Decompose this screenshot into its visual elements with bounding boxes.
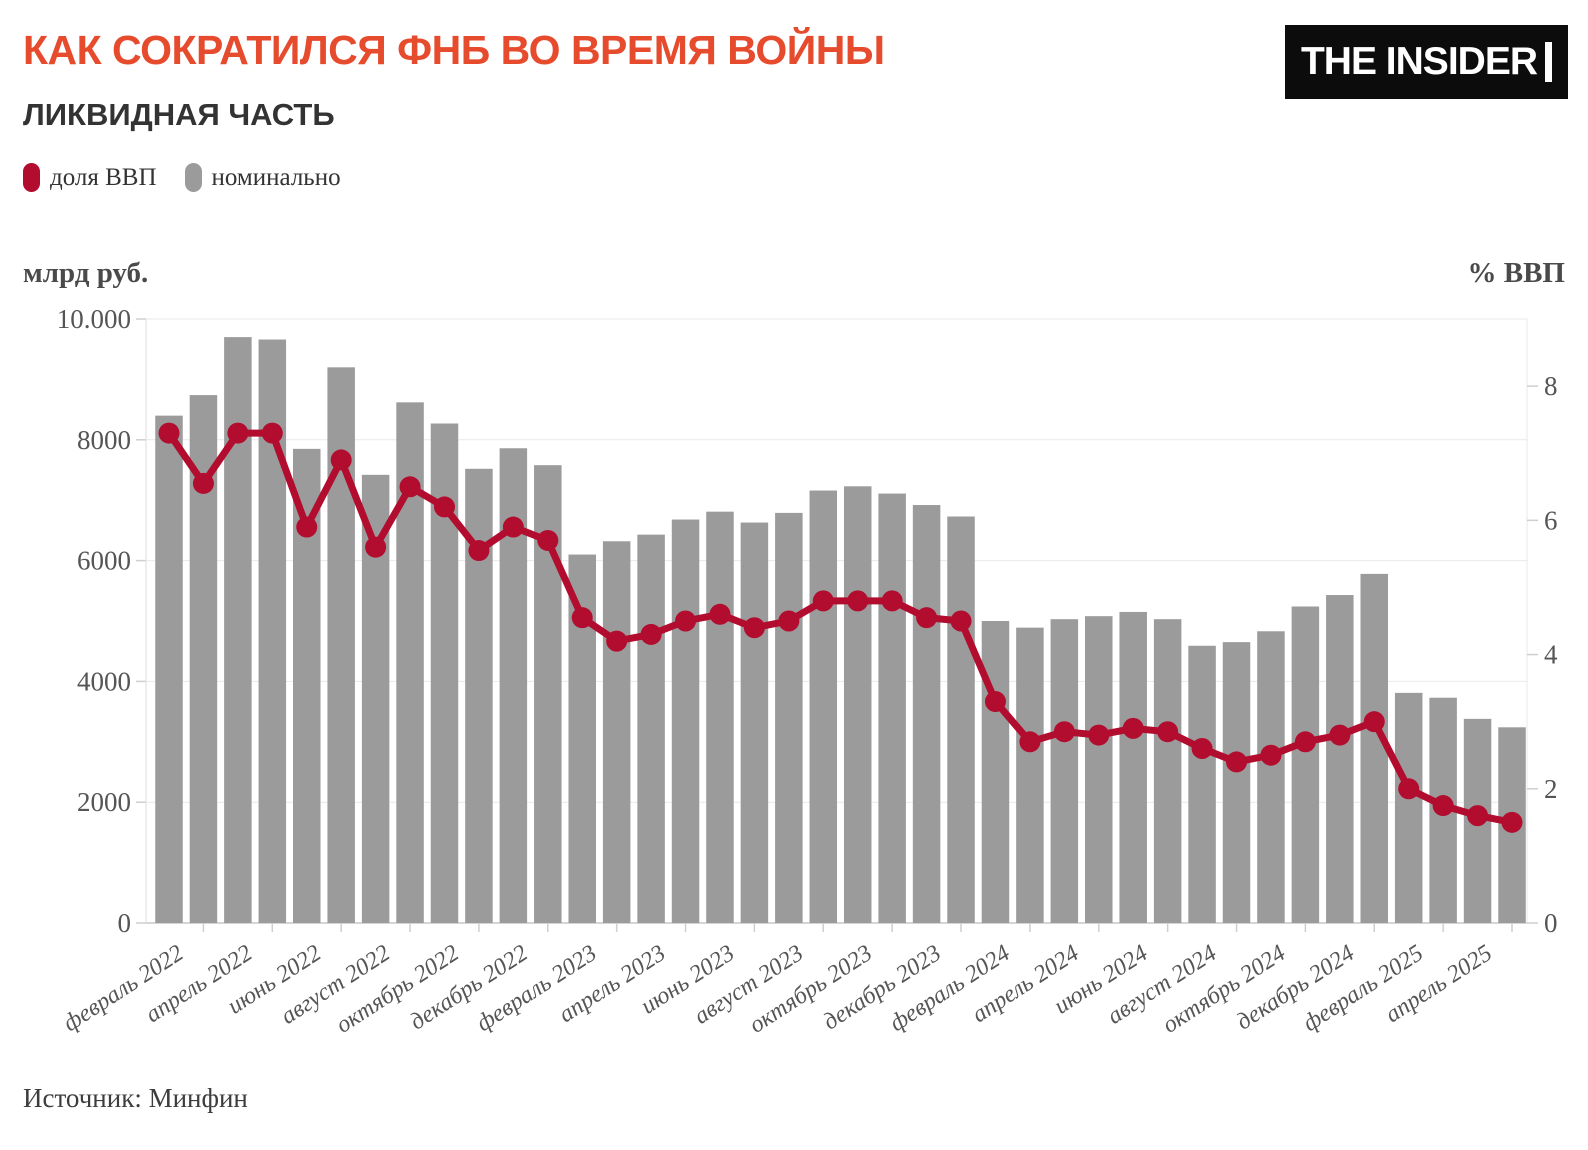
gdp-share-point-март 2022: [192, 472, 214, 494]
left-axis-tick-label: 6000: [77, 546, 131, 576]
legend-label-nominal: номинально: [211, 163, 341, 191]
bar-май 2024: [1085, 616, 1113, 923]
chart-subtitle: ЛИКВИДНАЯ ЧАСТЬ: [23, 97, 335, 132]
gdp-share-point-декабрь 2024: [1329, 724, 1351, 746]
right-axis-tick-label: 4: [1544, 640, 1558, 670]
left-axis-tick-label: 4000: [77, 666, 131, 696]
gdp-share-point-апрель 2025: [1467, 805, 1489, 827]
bar-октябрь 2024: [1257, 631, 1285, 923]
gdp-share-point-май 2022: [261, 422, 283, 444]
gdp-share-point-март 2024: [1019, 731, 1041, 753]
gdp-share-point-октябрь 2022: [433, 496, 455, 518]
gdp-share-point-январь 2025: [1363, 711, 1385, 733]
gdp-share-point-сентябрь 2023: [812, 590, 834, 612]
bar-февраль 2022: [155, 415, 183, 923]
left-axis-tick-label: 8000: [77, 425, 131, 455]
gdp-share-point-ноябрь 2022: [468, 540, 490, 562]
bar-сентябрь 2023: [809, 490, 838, 923]
gdp-share-line: [165, 429, 1516, 826]
bar-июль 2023: [740, 522, 769, 923]
gdp-share-point-март 2025: [1432, 795, 1454, 817]
gdp-share-point-октябрь 2023: [847, 590, 869, 612]
right-axis-tick-label: 8: [1544, 371, 1558, 401]
gdp-share-point-август 2023: [778, 610, 800, 632]
bar-апрель 2024: [1050, 619, 1079, 923]
bar-июль 2024: [1153, 619, 1182, 923]
the-insider-logo: THE INSIDER: [1284, 25, 1568, 99]
gdp-share-point-ноябрь 2023: [881, 590, 903, 612]
source-note: Источник: Минфин: [23, 1083, 248, 1113]
bar-февраль 2024: [981, 621, 1010, 923]
bar-февраль 2025: [1394, 692, 1423, 923]
bar-май 2023: [671, 519, 700, 923]
gdp-share-point-сентябрь 2024: [1226, 751, 1248, 773]
logo-text: THE INSIDER: [1300, 40, 1538, 83]
left-axis-tick-label: 10.000: [57, 304, 131, 334]
gdp-share-point-июль 2023: [743, 617, 765, 639]
bar-апрель 2023: [637, 534, 665, 923]
gdp-share-point-апрель 2022: [227, 422, 249, 444]
right-axis-tick-label: 6: [1544, 505, 1558, 535]
gdp-share-point-август 2022: [365, 536, 387, 558]
bar-март 2024: [1016, 627, 1044, 923]
gdp-share-point-ноябрь 2024: [1294, 731, 1316, 753]
logo-cursor-bar: [1545, 42, 1552, 82]
bar-март 2023: [602, 541, 631, 923]
gdp-share-point-февраль 2022: [158, 422, 180, 444]
bar-октябрь 2023: [843, 486, 872, 923]
gdp-share-point-май 2025: [1501, 811, 1523, 833]
legend-swatch-nominal: [184, 163, 202, 192]
gdp-share-point-май 2024: [1088, 724, 1110, 746]
gdp-share-point-декабрь 2023: [916, 607, 938, 629]
gdp-share-point-февраль 2023: [571, 607, 593, 629]
legend: доля ВВП номинально: [23, 163, 369, 192]
bar-декабрь 2024: [1326, 595, 1354, 923]
bar-декабрь 2023: [912, 505, 941, 923]
left-axis-tick-label: 2000: [77, 787, 131, 817]
gdp-share-point-июнь 2023: [709, 603, 731, 625]
gdp-share-point-сентябрь 2022: [399, 476, 421, 498]
bar-ноябрь 2023: [878, 493, 906, 923]
gdp-share-point-июнь 2024: [1122, 717, 1144, 739]
bar-июнь 2024: [1119, 611, 1147, 923]
bar-сентябрь 2024: [1222, 642, 1251, 923]
right-axis-tick-label: 2: [1544, 774, 1558, 804]
gdp-share-point-июль 2022: [330, 449, 352, 471]
left-axis-title: млрд руб.: [23, 257, 149, 289]
gdp-share-point-июнь 2022: [296, 516, 318, 538]
legend-label-gdp-share: доля ВВП: [50, 163, 157, 191]
bar-июнь 2023: [706, 511, 734, 923]
bar-январь 2024: [947, 516, 975, 923]
chart-title: КАК СОКРАТИЛСЯ ФНБ ВО ВРЕМЯ ВОЙНЫ: [23, 27, 885, 73]
gdp-share-point-май 2023: [675, 610, 697, 632]
gdp-share-point-октябрь 2024: [1260, 744, 1282, 766]
bar-август 2023: [775, 512, 803, 923]
gdp-share-point-февраль 2024: [984, 691, 1006, 713]
bar-август 2024: [1188, 645, 1216, 923]
gdp-share-point-декабрь 2022: [502, 516, 524, 538]
gdp-share-point-апрель 2023: [640, 623, 662, 645]
gdp-share-point-февраль 2025: [1398, 778, 1420, 800]
gdp-share-point-январь 2024: [950, 610, 972, 632]
left-axis-tick-label: 0: [118, 908, 132, 938]
gdp-share-point-март 2023: [606, 630, 628, 652]
right-axis-title: % ВВП: [1467, 257, 1566, 289]
gdp-share-point-июль 2024: [1157, 721, 1179, 743]
gdp-share-point-апрель 2024: [1053, 721, 1075, 743]
bar-январь 2025: [1360, 573, 1389, 923]
bar-ноябрь 2024: [1291, 606, 1320, 923]
right-axis-tick-label: 0: [1544, 908, 1558, 938]
gdp-share-point-январь 2023: [537, 529, 559, 551]
gdp-share-point-август 2024: [1191, 738, 1213, 760]
legend-swatch-gdp-share: [23, 163, 40, 192]
